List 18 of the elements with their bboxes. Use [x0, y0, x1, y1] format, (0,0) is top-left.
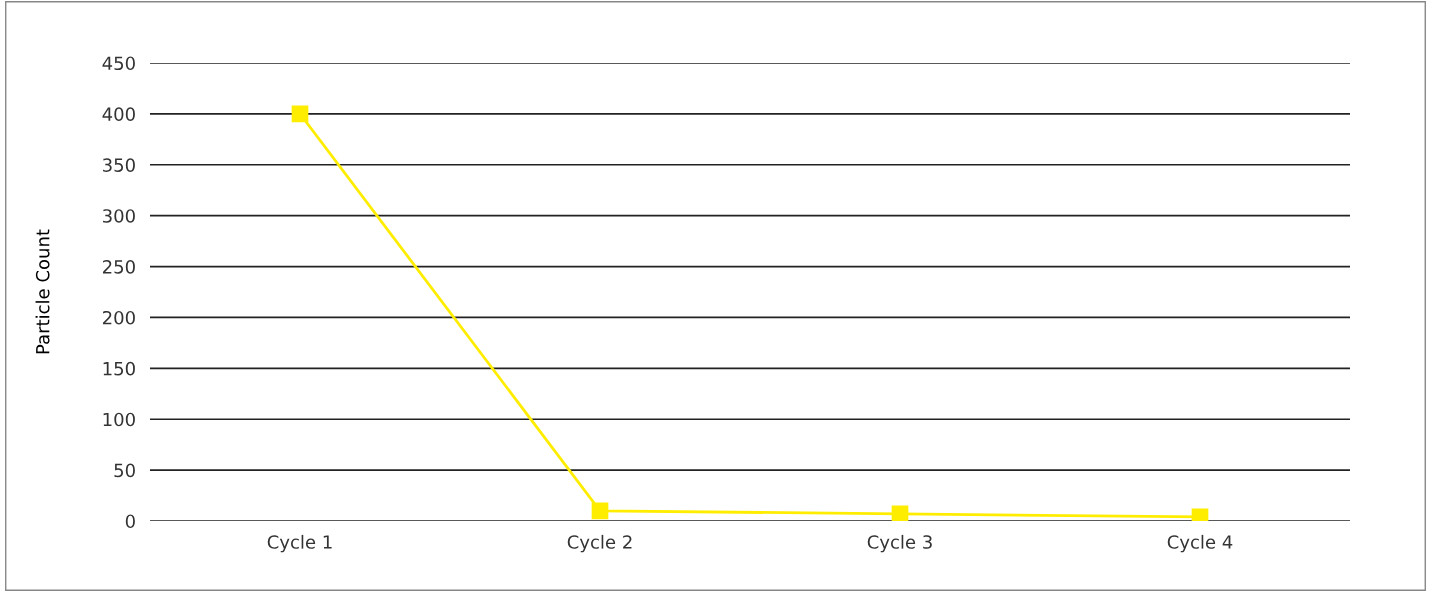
point	[891, 505, 909, 521]
x-tick-label: Cycle 1	[267, 534, 332, 553]
y-axis-title: Particle Count	[35, 229, 50, 354]
x-tick-label: Cycle 4	[1167, 534, 1233, 553]
y-tick-label: 150	[103, 361, 135, 376]
point	[591, 502, 609, 520]
y-tick-label: 450	[102, 56, 135, 71]
x-tick-label: Cycle 3	[867, 534, 932, 553]
y-tick-label: 100	[103, 412, 135, 427]
x-tick-label: Cycle 2	[567, 534, 632, 553]
y-tick-label: 350	[103, 158, 135, 172]
y-tick-label: 50	[114, 463, 135, 478]
y-tick-label: 0	[125, 514, 135, 529]
y-tick-label: 200	[102, 310, 135, 325]
y-tick-label: 300	[103, 209, 135, 223]
y-tick-label: 250	[102, 260, 135, 274]
y-tick-label: 400	[102, 107, 135, 122]
point	[291, 105, 309, 123]
